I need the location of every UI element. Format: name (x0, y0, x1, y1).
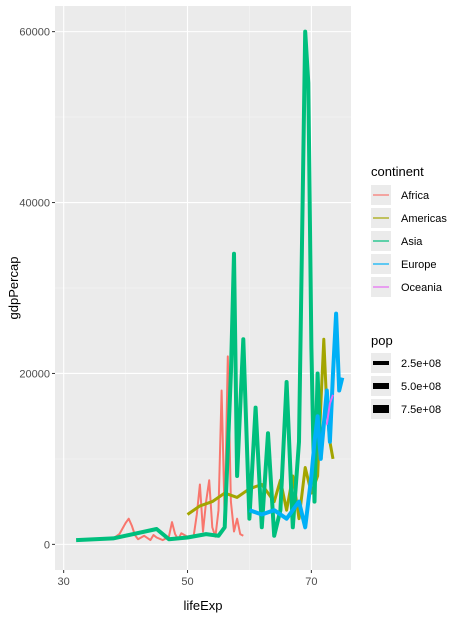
legend-label: Americas (401, 213, 447, 225)
legend-pop-title: pop (371, 333, 393, 348)
x-axis-title: lifeExp (183, 598, 222, 613)
legend-label: 5.0e+08 (401, 381, 441, 393)
x-tick-label: 30 (58, 576, 70, 588)
legend-label: Asia (401, 236, 423, 248)
legend-continent: continent Africa Americas Asia Europe Oceani… (371, 164, 447, 297)
x-tick-label: 50 (181, 576, 193, 588)
legend-pop: pop 2.5e+08 5.0e+08 7.5e+08 (371, 333, 441, 419)
y-tick-label: 0 (44, 539, 50, 551)
y-axis-title: gdpPercap (6, 257, 21, 320)
y-tick-label: 40000 (19, 198, 50, 210)
y-axis: 0 20000 40000 60000 (19, 27, 55, 552)
legend-label: Oceania (401, 282, 443, 294)
legend-continent-title: continent (371, 164, 424, 179)
x-axis: 30 50 70 (58, 570, 318, 588)
x-tick-label: 70 (305, 576, 317, 588)
legend-label: 2.5e+08 (401, 358, 441, 370)
y-tick-label: 20000 (19, 368, 50, 380)
legend-label: 7.5e+08 (401, 404, 441, 416)
y-tick-label: 60000 (19, 27, 50, 39)
legend-label: Africa (401, 190, 430, 202)
legend-label: Europe (401, 259, 436, 271)
